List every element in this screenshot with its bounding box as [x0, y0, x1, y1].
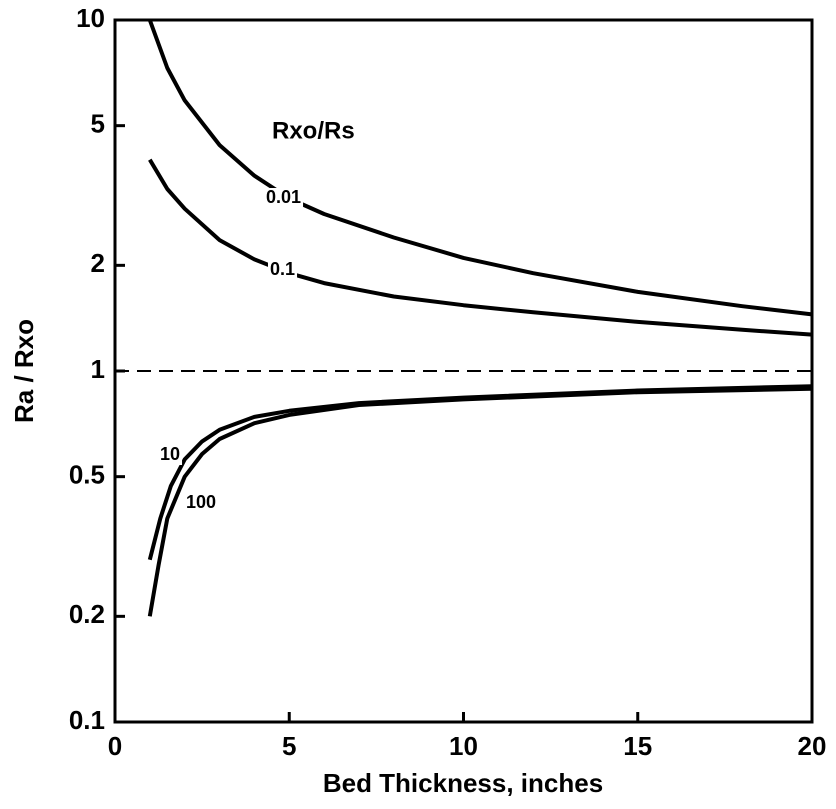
curve-label: 0.1: [270, 259, 295, 279]
series-line: [148, 158, 813, 337]
x-tick-label: 20: [798, 731, 827, 761]
y-tick-label: 0.1: [69, 705, 105, 735]
y-tick-label: 5: [91, 109, 105, 139]
x-tick-label: 5: [282, 731, 296, 761]
curve-label: 0.01: [266, 187, 301, 207]
y-tick-label: 0.5: [69, 460, 105, 490]
x-axis-label: Bed Thickness, inches: [323, 768, 603, 798]
plot-frame: [113, 18, 814, 724]
curve-label: 10: [160, 444, 180, 464]
x-tick-label: 15: [623, 731, 652, 761]
y-tick-label: 0.2: [69, 599, 105, 629]
x-tick-label: 10: [449, 731, 478, 761]
series-line: [147, 384, 813, 561]
y-tick-label: 10: [76, 3, 105, 33]
curve-label-bg: [158, 445, 183, 465]
x-tick-label: 0: [108, 731, 122, 761]
series-line: [147, 19, 813, 317]
legend-title: Rxo/Rs: [272, 117, 355, 144]
curve-label-bg: [264, 188, 304, 208]
y-tick-label: 2: [91, 248, 105, 278]
curve-label-bg: [268, 260, 298, 280]
curve-label-bg: [184, 493, 219, 513]
series-line: [147, 386, 813, 617]
y-axis-label: Ra / Rxo: [9, 319, 39, 423]
y-tick-label: 1: [91, 354, 105, 384]
curve-label: 100: [186, 492, 216, 512]
